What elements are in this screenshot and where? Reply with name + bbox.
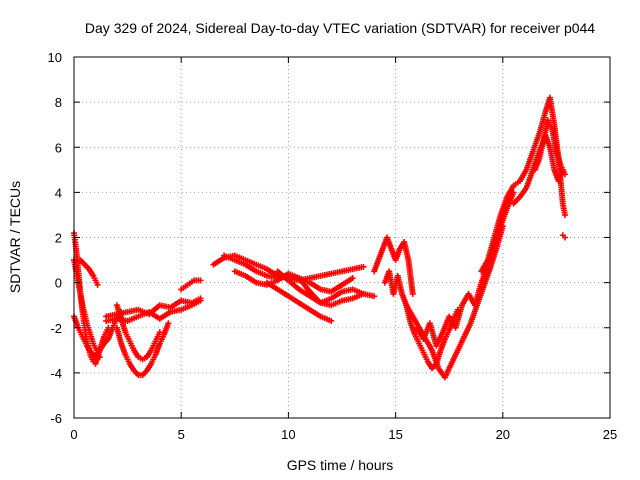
y-tick-label: 8 [55,95,62,110]
y-axis-label: SDTVAR / TECUs [7,181,23,293]
x-tick-label: 25 [603,427,617,442]
y-tick-label: 4 [55,185,62,200]
y-tick-label: 6 [55,140,62,155]
series-track-s [478,95,568,275]
axis-ticks: 0 5 10 15 20 25 -6 -4 -2 0 2 4 6 8 10 [48,50,618,442]
series-track-q [403,223,505,380]
y-tick-label: -6 [50,411,62,426]
x-tick-label: 0 [70,427,77,442]
grid [74,57,610,418]
x-tick-label: 10 [281,427,295,442]
x-tick-label: 20 [496,427,510,442]
y-tick-label: 2 [55,231,62,246]
x-tick-label: 5 [178,427,185,442]
sdtvar-chart: 0 5 10 15 20 25 -6 -4 -2 0 2 4 6 8 10 Day 329 of 2024,… [0,0,640,480]
series-track-i [178,277,203,292]
y-tick-label: -4 [50,366,62,381]
y-tick-label: 0 [55,276,62,291]
x-axis-label: GPS time / hours [287,457,394,473]
series-track-a [71,230,111,367]
y-tick-label: -2 [50,321,62,336]
series-track-v [560,232,568,240]
chart-title: Day 329 of 2024, Sidereal Day-to-day VTE… [85,20,595,36]
x-tick-label: 15 [388,427,402,442]
y-tick-label: 10 [48,50,62,65]
data-marks [71,95,568,381]
